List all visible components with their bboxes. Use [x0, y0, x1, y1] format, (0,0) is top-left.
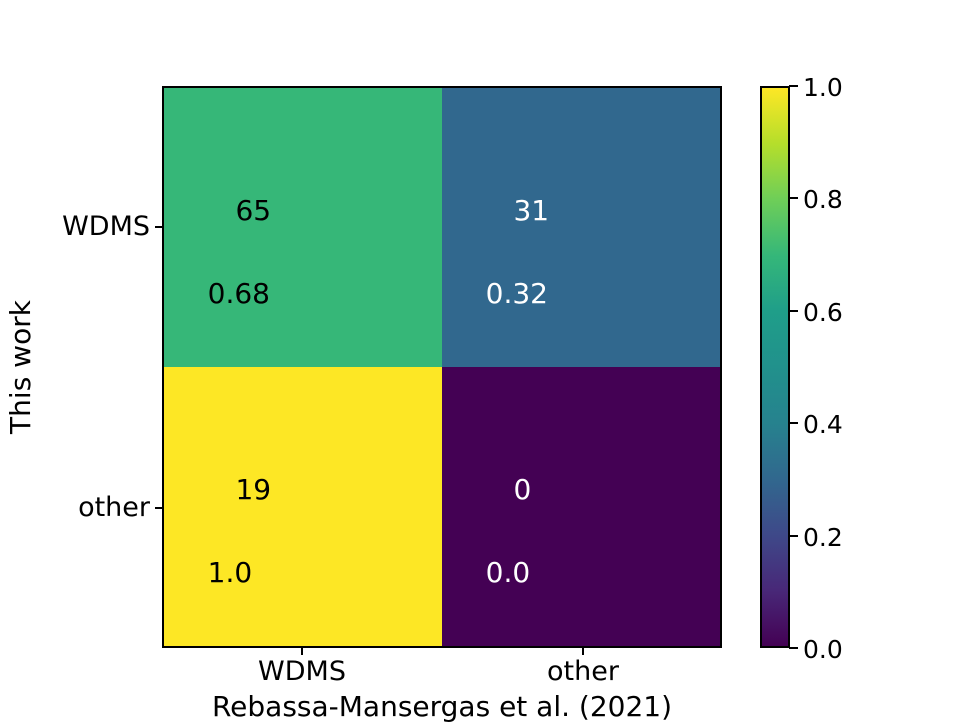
- colorbar-tick-label: 0.6: [803, 298, 843, 327]
- colorbar-tick-label: 1.0: [803, 73, 843, 102]
- y-axis-label: This work: [4, 300, 37, 434]
- cell-fraction: 0.68: [207, 277, 270, 311]
- y-tick-mark: [155, 226, 162, 228]
- colorbar-tick-label: 0.4: [803, 410, 843, 439]
- matrix-cell-wdms-other: 31 0.32: [442, 88, 720, 367]
- x-tick-mark: [582, 648, 584, 655]
- x-tick-label-other: other: [547, 656, 619, 687]
- colorbar-tick-mark: [789, 422, 798, 424]
- colorbar-tick-mark: [789, 197, 798, 199]
- cell-count: 65: [235, 193, 272, 227]
- matrix-cell-other-other: 0 0.0: [442, 367, 720, 646]
- colorbar-tick-label: 0.0: [803, 635, 843, 664]
- colorbar-tick-mark: [789, 647, 798, 649]
- x-axis-label: Rebassa-Mansergas et al. (2021): [211, 690, 673, 723]
- matrix-cell-wdms-wdms: 65 0.68: [164, 88, 442, 367]
- colorbar-tick-mark: [789, 310, 798, 312]
- colorbar-tick-mark: [789, 85, 798, 87]
- cell-fraction: 0.0: [485, 556, 531, 590]
- y-tick-label-other: other: [78, 492, 150, 523]
- y-tick-mark: [155, 507, 162, 509]
- cell-fraction: 1.0: [207, 556, 253, 590]
- colorbar-tick-mark: [789, 535, 798, 537]
- cell-fraction: 0.32: [485, 277, 548, 311]
- x-tick-mark: [301, 648, 303, 655]
- cell-count: 0: [513, 472, 532, 506]
- colorbar-tick-label: 0.8: [803, 185, 843, 214]
- cell-count: 31: [513, 193, 550, 227]
- plot-area: 65 0.68 31 0.32 19 1.0 0 0.0: [162, 86, 722, 648]
- colorbar-tick-label: 0.2: [803, 523, 843, 552]
- cell-count: 19: [235, 472, 272, 506]
- x-tick-label-wdms: WDMS: [258, 656, 346, 687]
- matrix-cell-other-wdms: 19 1.0: [164, 367, 442, 646]
- colorbar-gradient: [760, 86, 790, 648]
- y-tick-label-wdms: WDMS: [62, 211, 150, 242]
